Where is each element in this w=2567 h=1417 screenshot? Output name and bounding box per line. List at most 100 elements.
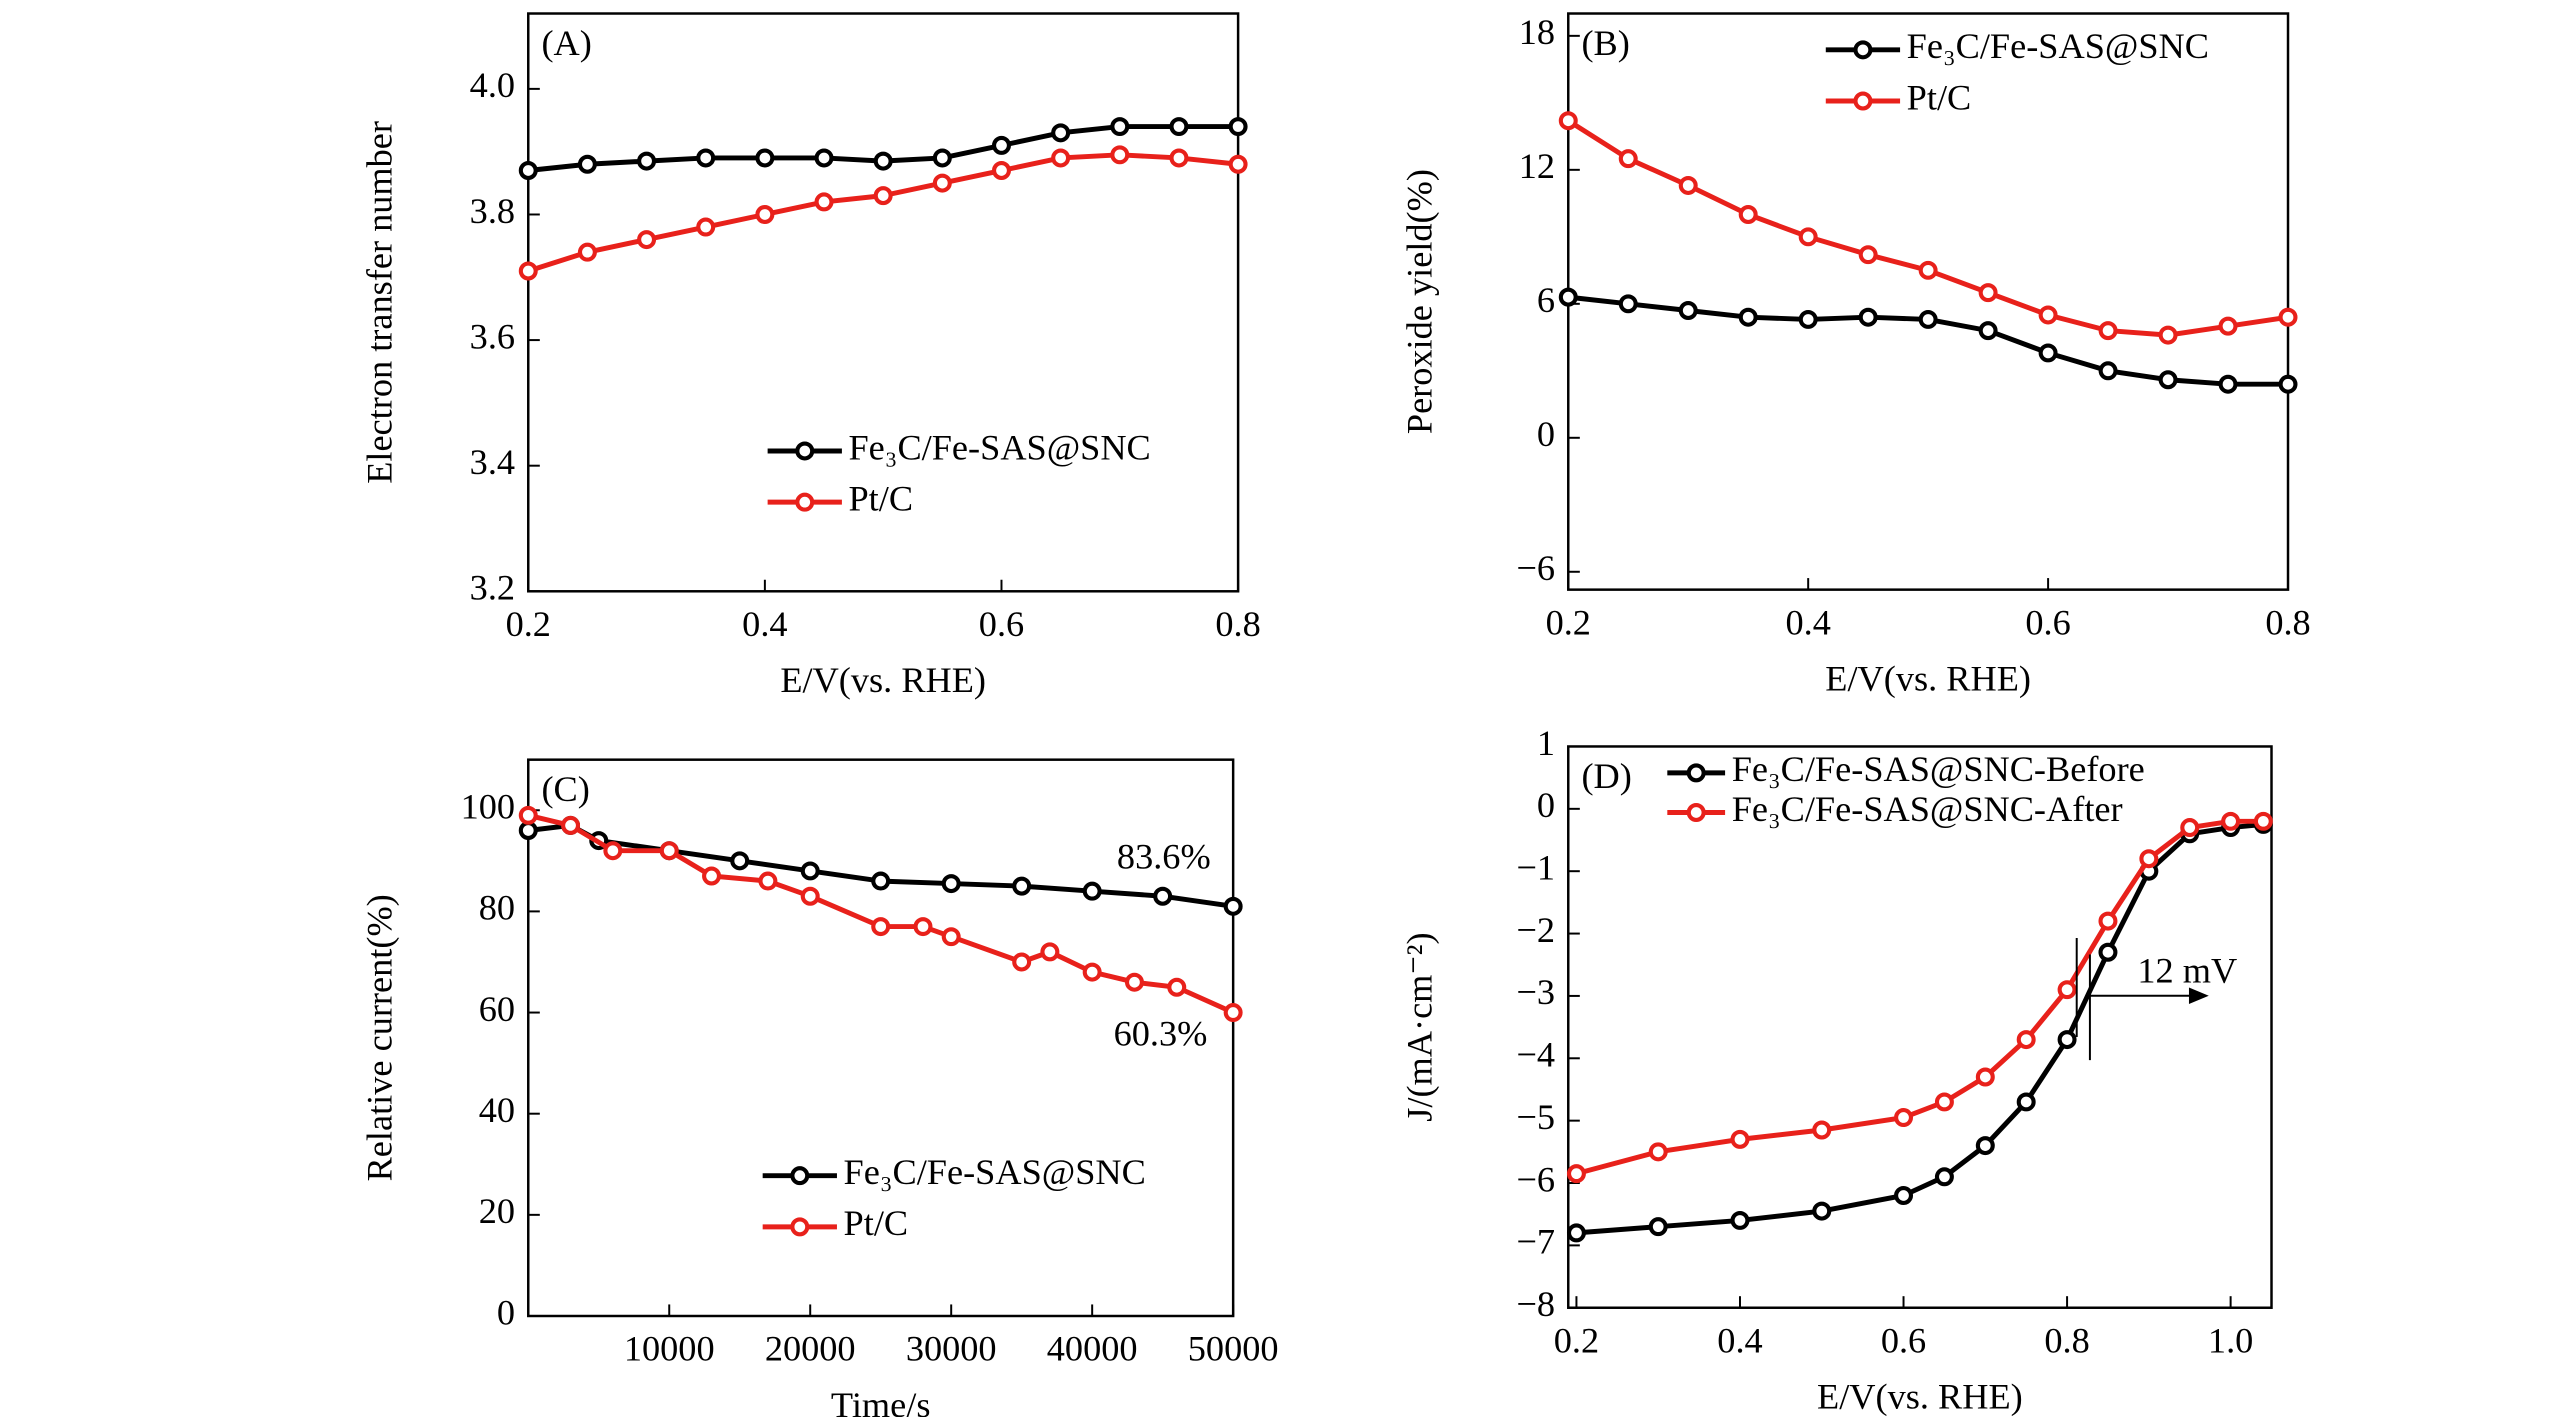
series-marker [1153,886,1173,906]
series-marker [2098,361,2118,381]
y-tick-label: −7 [1516,1222,1555,1262]
series-marker [1167,977,1187,997]
series-marker [991,161,1011,181]
series-marker [1894,1185,1914,1205]
plot-frame [527,12,1240,593]
annotation: 83.6% [1117,837,1211,877]
series-marker [800,886,820,906]
series-marker [1082,962,1102,982]
series-marker [932,148,952,168]
series-line [527,152,1239,274]
series-marker [2218,374,2238,394]
series-marker [2016,1030,2036,1050]
series-marker [1975,1067,1995,1087]
series-marker [2278,307,2298,327]
y-tick-label: −8 [1516,1284,1555,1324]
y-tick-label: 0 [497,1292,515,1332]
y-tick-label: 4.0 [470,65,515,105]
x-tick-label: 0.2 [506,604,551,644]
series-marker [1223,896,1243,916]
y-tick-label: 80 [479,888,515,928]
series-marker [1918,309,1938,329]
series-marker [518,161,538,181]
y-tick-label: 20 [479,1191,515,1231]
series-marker [1678,301,1698,321]
y-tick-label: 0 [1537,414,1555,454]
panel-label: (C) [541,769,589,809]
series-marker [814,148,834,168]
y-tick-label: 1 [1537,723,1555,763]
x-axis-label: E/V(vs. RHE) [1817,1377,2023,1417]
series-marker [730,851,750,871]
series-marker [1918,260,1938,280]
series-marker [932,173,952,193]
x-tick-label: 0.4 [1785,602,1830,642]
series-marker [1812,1201,1832,1221]
series-marker [2098,321,2118,341]
legend-label: Fe₃C/Fe-SAS@SNC [1907,26,2209,66]
series-marker [1978,283,1998,303]
series-marker [702,866,722,886]
y-axis-label: J/(mA·cm⁻²) [1399,932,1439,1121]
series-marker [1110,145,1130,165]
y-tick-label: 18 [1519,12,1555,52]
series-marker [1040,942,1060,962]
series-marker [561,815,581,835]
series-marker [1051,123,1071,143]
legend-label: Fe₃C/Fe-SAS@SNC [844,1152,1146,1192]
x-tick-label: 40000 [1047,1329,1138,1369]
series-marker [1934,1092,1954,1112]
y-tick-label: −3 [1516,972,1555,1012]
series-marker [659,841,679,861]
series-marker [1558,287,1578,307]
series-marker [1228,117,1248,137]
x-tick-label: 0.2 [1546,602,1591,642]
y-tick-label: 3.4 [470,442,515,482]
y-tick-label: 12 [1519,146,1555,186]
series-marker [637,230,657,250]
series-marker [1678,175,1698,195]
legend-marker [1686,763,1706,783]
y-tick-label: 0 [1537,785,1555,825]
series-marker [2139,849,2159,869]
legend-marker [1853,40,1873,60]
series-marker [873,186,893,206]
series-marker [577,154,597,174]
series-marker [1858,307,1878,327]
series-marker [1228,154,1248,174]
series-marker [1798,227,1818,247]
series-marker [871,871,891,891]
series-marker [1566,1223,1586,1243]
series-marker [577,242,597,262]
series-marker [1812,1120,1832,1140]
series-line [1576,821,2264,1236]
series-marker [1730,1210,1750,1230]
series-marker [2180,818,2200,838]
legend-label: Fe₃C/Fe-SAS@SNC-Before [1732,749,2145,789]
annotation: 60.3% [1114,1013,1208,1053]
series-marker [873,151,893,171]
series-marker [637,151,657,171]
x-tick-label: 0.2 [1554,1320,1599,1360]
series-marker [1978,321,1998,341]
x-tick-label: 0.6 [1881,1320,1926,1360]
series-marker [941,927,961,947]
legend-marker [1853,91,1873,111]
series-marker [2218,316,2238,336]
legend-marker [795,441,815,461]
series-marker [518,261,538,281]
series-marker [2158,325,2178,345]
series-line [1575,818,2264,1177]
series-marker [1894,1108,1914,1128]
panel-label: (B) [1581,23,1629,63]
series-marker [1798,309,1818,329]
series-marker [1566,1164,1586,1184]
y-tick-label: 100 [461,787,515,827]
series-marker [1169,148,1189,168]
x-tick-label: 0.6 [979,604,1024,644]
series-marker [2016,1092,2036,1112]
y-tick-label: −5 [1516,1097,1555,1137]
series-marker [1975,1136,1995,1156]
series-marker [941,874,961,894]
